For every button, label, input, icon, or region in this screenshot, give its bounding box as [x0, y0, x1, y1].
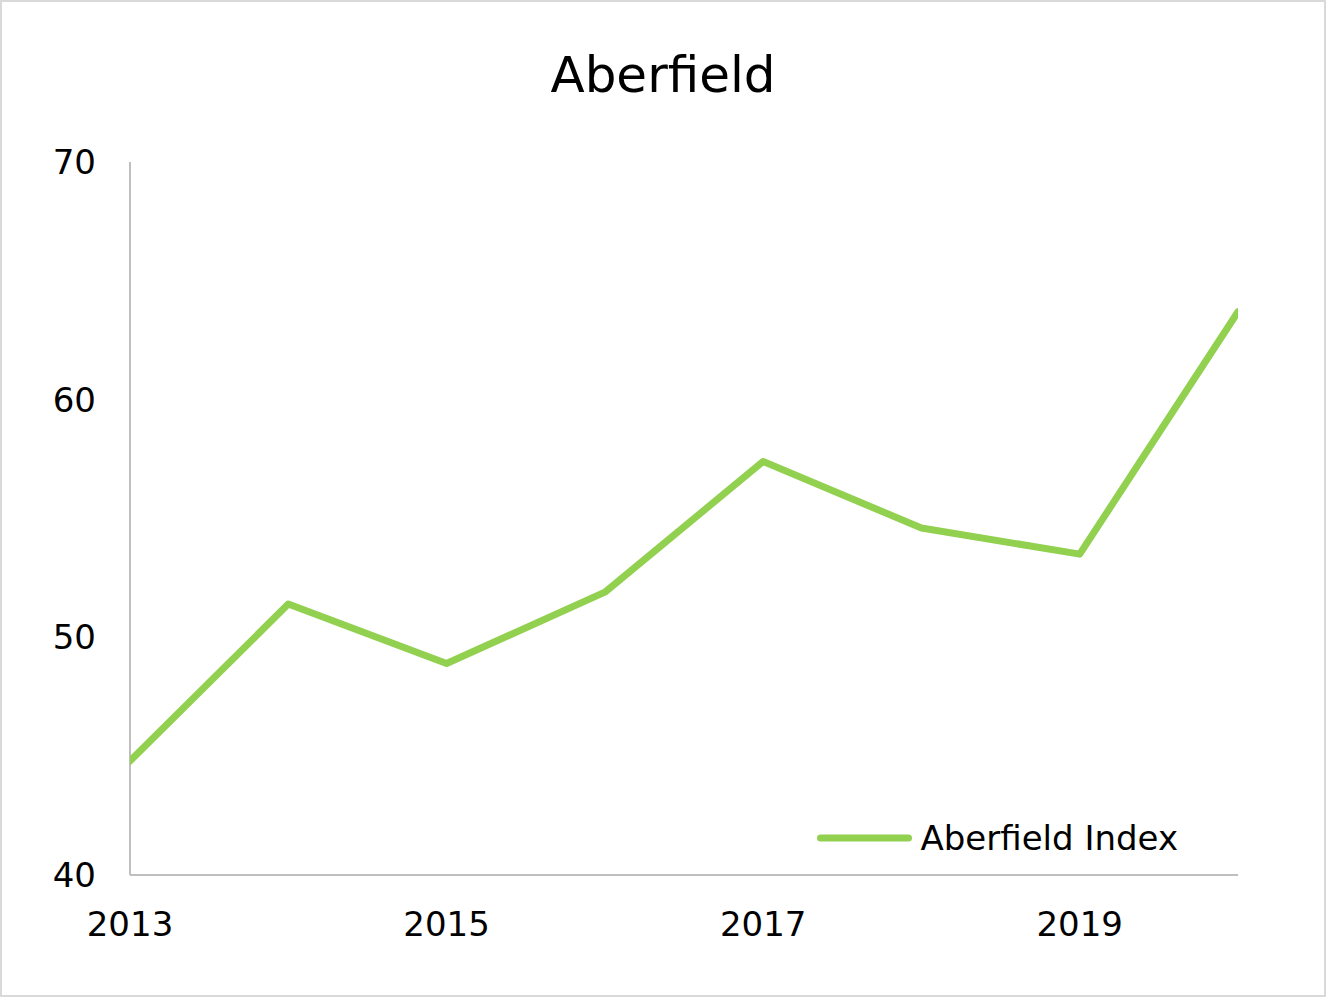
- series-line: [130, 312, 1238, 761]
- y-tick-label: 60: [53, 380, 96, 420]
- x-tick-label: 2019: [1036, 904, 1123, 944]
- plot-area: [130, 312, 1238, 761]
- y-axis-line: [129, 162, 131, 875]
- y-tick-label: 50: [53, 617, 96, 657]
- y-tick-label: 70: [53, 142, 96, 182]
- chart-svg: Aberfield 40 50 60 70 2013 2015 2017 2019 Aberfie…: [0, 0, 1326, 997]
- x-axis-line: [130, 874, 1238, 876]
- legend-swatch: [821, 835, 909, 842]
- x-tick-label: 2015: [403, 904, 490, 944]
- chart-container: Aberfield 40 50 60 70 2013 2015 2017 2019 Aberfie…: [0, 0, 1326, 997]
- y-tick-label: 40: [53, 855, 96, 895]
- x-tick-label: 2017: [720, 904, 807, 944]
- chart-title: Aberfield: [550, 46, 775, 104]
- legend-label: Aberfield Index: [921, 818, 1179, 858]
- x-tick-label: 2013: [87, 904, 174, 944]
- chart-frame: [1, 1, 1325, 996]
